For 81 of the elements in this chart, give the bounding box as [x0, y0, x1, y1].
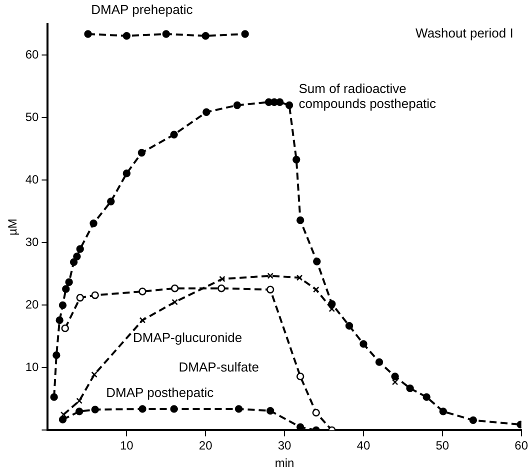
point: [233, 101, 242, 110]
series-label: DMAP-glucuronide: [132, 330, 242, 345]
series-label: DMAP posthepatic: [106, 384, 214, 400]
point: [391, 372, 399, 380]
point: [122, 170, 131, 178]
point: [138, 288, 146, 296]
point: [107, 198, 115, 206]
point: [170, 284, 179, 292]
point: [422, 393, 430, 401]
y-tick-label: 30: [25, 235, 40, 250]
y-tick-label: 10: [25, 360, 40, 374]
point: [285, 101, 294, 110]
x-tick-label: 20: [198, 438, 213, 453]
x-axis-title: min: [274, 456, 294, 470]
x-tick-label: 30: [278, 438, 292, 453]
text: DMAP-sulfate: [178, 359, 259, 374]
y-tick-label: 20: [25, 298, 40, 312]
point: [76, 294, 84, 302]
point: [62, 285, 70, 293]
point: [58, 301, 67, 310]
point: [52, 351, 60, 360]
point: [296, 372, 304, 380]
x-tick-label: 40: [356, 438, 370, 453]
point: [172, 298, 178, 306]
point: [375, 358, 384, 366]
y-axis-title: µM: [6, 218, 20, 236]
point: [91, 406, 99, 414]
point: [73, 252, 81, 260]
point: [90, 220, 98, 228]
point: [345, 322, 354, 330]
point: [406, 384, 414, 392]
point: [266, 286, 274, 294]
x-tick-label: 50: [436, 438, 450, 453]
point: [65, 278, 73, 286]
point: [241, 30, 249, 38]
point: [50, 393, 58, 401]
annotation: Washout period I: [416, 26, 514, 41]
y-tick-label: 40: [25, 172, 40, 187]
point: [91, 291, 99, 300]
point: [360, 340, 368, 348]
point: [76, 398, 82, 404]
point: [76, 245, 84, 253]
point: [312, 286, 320, 293]
y-tick-label: 60: [25, 48, 40, 62]
point: [122, 32, 131, 40]
point: [60, 411, 67, 418]
point: [139, 317, 146, 324]
y-tick-label: 50: [25, 110, 40, 124]
point: [58, 416, 67, 424]
point: [61, 324, 69, 332]
point: [202, 32, 210, 40]
series-label: DMAP prehepatic: [91, 2, 194, 17]
point: [292, 156, 300, 164]
point: [312, 408, 320, 417]
point: [84, 30, 92, 38]
point: [202, 108, 210, 116]
point: [91, 371, 98, 378]
point: [162, 30, 170, 38]
point: [296, 274, 303, 281]
point: [170, 130, 178, 138]
point: [328, 300, 336, 308]
point: [266, 406, 274, 415]
series-label: Sum of radioactive compounds posthepatic: [298, 81, 437, 112]
point: [56, 316, 64, 324]
point: [75, 408, 84, 416]
point: [138, 148, 146, 157]
point: [219, 276, 226, 282]
point: [170, 405, 178, 413]
point: [328, 306, 336, 312]
point: [138, 405, 146, 413]
x-tick-label: 10: [120, 438, 134, 453]
point: [267, 272, 274, 279]
point: [218, 284, 226, 292]
x-tick-label: 60: [514, 438, 528, 453]
point: [439, 408, 448, 416]
point: [469, 416, 478, 424]
point: [70, 258, 78, 266]
point: [313, 258, 321, 266]
point: [296, 216, 304, 224]
point: [234, 405, 243, 413]
point: [392, 378, 398, 386]
